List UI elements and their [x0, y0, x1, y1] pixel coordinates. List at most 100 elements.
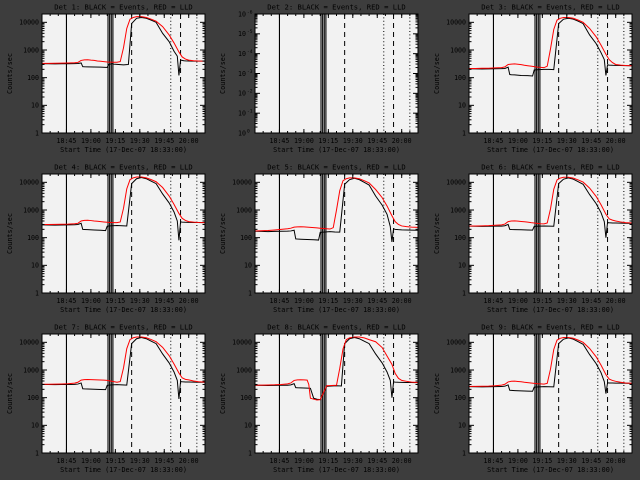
ytick-label: 100 [454, 74, 466, 82]
plot-panel-det-6: 18:45 19:00 19:15 19:30 19:45 20:00 1 10 100 1000… [426, 160, 640, 320]
ytick-label: 100 [27, 234, 39, 242]
ytick-label: 100 [240, 234, 252, 242]
ytick-label: 1 [462, 289, 466, 297]
ytick-label: 1000 [236, 206, 252, 214]
x-axis-label: Start Time (17-Dec-07 18:33:00) [273, 146, 400, 154]
series-lld [255, 336, 419, 401]
plot-panel-det-3: 18:45 19:00 19:15 19:30 19:45 20:00 1 10 100 1000… [426, 0, 640, 160]
series-events [41, 16, 205, 76]
xtick-label: 19:30 [343, 457, 363, 465]
ytick-label: 10 [244, 422, 252, 430]
svg-text:-3: -3 [247, 69, 253, 75]
panel-title: Det 3: BLACK = Events, RED = LLD [481, 3, 619, 12]
plot-area [42, 334, 205, 453]
axis-ticks [41, 13, 206, 134]
plot-area [468, 334, 632, 453]
ytick-label: 100 [27, 74, 39, 82]
axis-ticks [41, 173, 206, 294]
ytick-label: 10 -2 [238, 89, 253, 98]
xtick-label: 19:30 [557, 457, 577, 465]
ytick-label: 10 [31, 262, 39, 270]
panel-title: Det 7: BLACK = Events, RED = LLD [54, 323, 192, 332]
xtick-label: 20:00 [392, 137, 412, 145]
xtick-label: 20:00 [179, 297, 199, 305]
y-axis-label: Counts/sec [219, 373, 227, 414]
series-events [468, 17, 632, 77]
axis-ticks [254, 13, 419, 134]
xtick-label: 18:45 [483, 137, 503, 145]
xtick-label: 20:00 [392, 457, 412, 465]
xtick-label: 20:00 [179, 457, 199, 465]
x-axis-label: Start Time (17-Dec-07 18:33:00) [487, 466, 614, 474]
xtick-label: 18:45 [270, 137, 290, 145]
xtick-label: 19:45 [368, 297, 388, 305]
series-events [255, 336, 419, 401]
event-markers [492, 14, 625, 133]
ytick-label: 1000 [450, 366, 466, 374]
plot-panel-det-1: 18:45 19:00 19:15 19:30 19:45 20:00 1 10 100 1000… [0, 0, 213, 160]
plot-panel-det-4: 18:45 19:00 19:15 19:30 19:45 20:00 1 10 100 1000… [0, 160, 213, 320]
xtick-label: 19:45 [368, 137, 388, 145]
svg-text:-1: -1 [247, 109, 253, 115]
ytick-label: 1 [35, 449, 39, 457]
ytick-label: 1 [35, 129, 39, 137]
xtick-label: 19:00 [81, 137, 101, 145]
event-markers [65, 334, 198, 453]
ytick-label: 1 [248, 449, 252, 457]
panel-title: Det 2: BLACK = Events, RED = LLD [268, 3, 406, 12]
xtick-label: 19:15 [105, 297, 125, 305]
xtick-label: 19:30 [343, 297, 363, 305]
series-lld [42, 336, 206, 385]
svg-text:10: 10 [238, 50, 246, 58]
svg-text:10: 10 [238, 110, 246, 118]
x-axis-label: Start Time (17-Dec-07 18:33:00) [60, 466, 187, 474]
xtick-label: 18:45 [57, 457, 77, 465]
ytick-label: 100 [27, 394, 39, 402]
ytick-label: 10000 [19, 339, 39, 347]
plot-area [468, 14, 632, 133]
xtick-label: 19:30 [130, 297, 150, 305]
ytick-label: 1 [35, 289, 39, 297]
xtick-label: 19:45 [581, 297, 601, 305]
xtick-label: 19:45 [368, 457, 388, 465]
xtick-label: 19:00 [508, 137, 528, 145]
y-axis-label: Counts/sec [433, 373, 441, 414]
xtick-label: 18:45 [57, 297, 77, 305]
axis-ticks [468, 13, 633, 134]
ytick-label: 1000 [23, 366, 39, 374]
event-markers [279, 334, 411, 453]
xtick-label: 19:30 [343, 137, 363, 145]
xtick-label: 19:15 [105, 457, 125, 465]
series-events [468, 337, 632, 394]
xtick-label: 18:45 [270, 457, 290, 465]
ytick-label: 10000 [232, 179, 252, 187]
xtick-label: 19:30 [557, 137, 577, 145]
xtick-label: 19:15 [319, 457, 339, 465]
ytick-label: 1000 [450, 46, 466, 54]
axis-ticks [254, 333, 419, 454]
svg-text:10: 10 [238, 70, 246, 78]
xtick-label: 18:45 [57, 137, 77, 145]
ytick-label: 10 -4 [238, 49, 253, 58]
ytick-label: 10 [458, 102, 466, 110]
xtick-label: 19:45 [154, 297, 174, 305]
xtick-label: 20:00 [605, 457, 625, 465]
series-lld [468, 16, 632, 69]
ytick-label: 10 -1 [238, 109, 253, 118]
ytick-label: 100 [454, 394, 466, 402]
xtick-label: 20:00 [605, 297, 625, 305]
xtick-label: 19:15 [532, 297, 552, 305]
ytick-label: 10 -5 [238, 29, 253, 38]
axis-ticks [41, 333, 206, 454]
y-axis-label: Counts/sec [6, 53, 14, 94]
svg-text:-2: -2 [247, 89, 253, 95]
plot-area [42, 14, 205, 133]
ytick-label: 1 [462, 129, 466, 137]
x-axis-label: Start Time (17-Dec-07 18:33:00) [487, 306, 614, 314]
ytick-label: 1 [248, 289, 252, 297]
event-markers [279, 14, 411, 133]
svg-text:10: 10 [238, 30, 246, 38]
ytick-label: 1000 [236, 366, 252, 374]
